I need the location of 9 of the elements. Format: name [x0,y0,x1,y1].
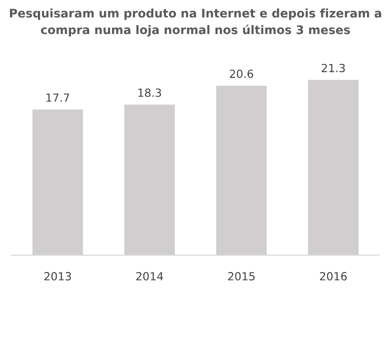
x-tick-label: 2015 [228,272,255,280]
data-label: 17.7 [46,94,70,102]
x-tick-label: 2016 [320,272,347,280]
x-tick-label: 2013 [44,272,71,280]
x-tick-label: 2014 [136,272,164,280]
data-label: 20.6 [230,70,254,78]
data-label: 18.3 [138,88,162,97]
data-label: 21.3 [322,64,345,72]
chart-title: Pesquisaram um produto na Internet e depois fizeram a compra numa loja normal nos últimos 3 meses [10,8,382,37]
